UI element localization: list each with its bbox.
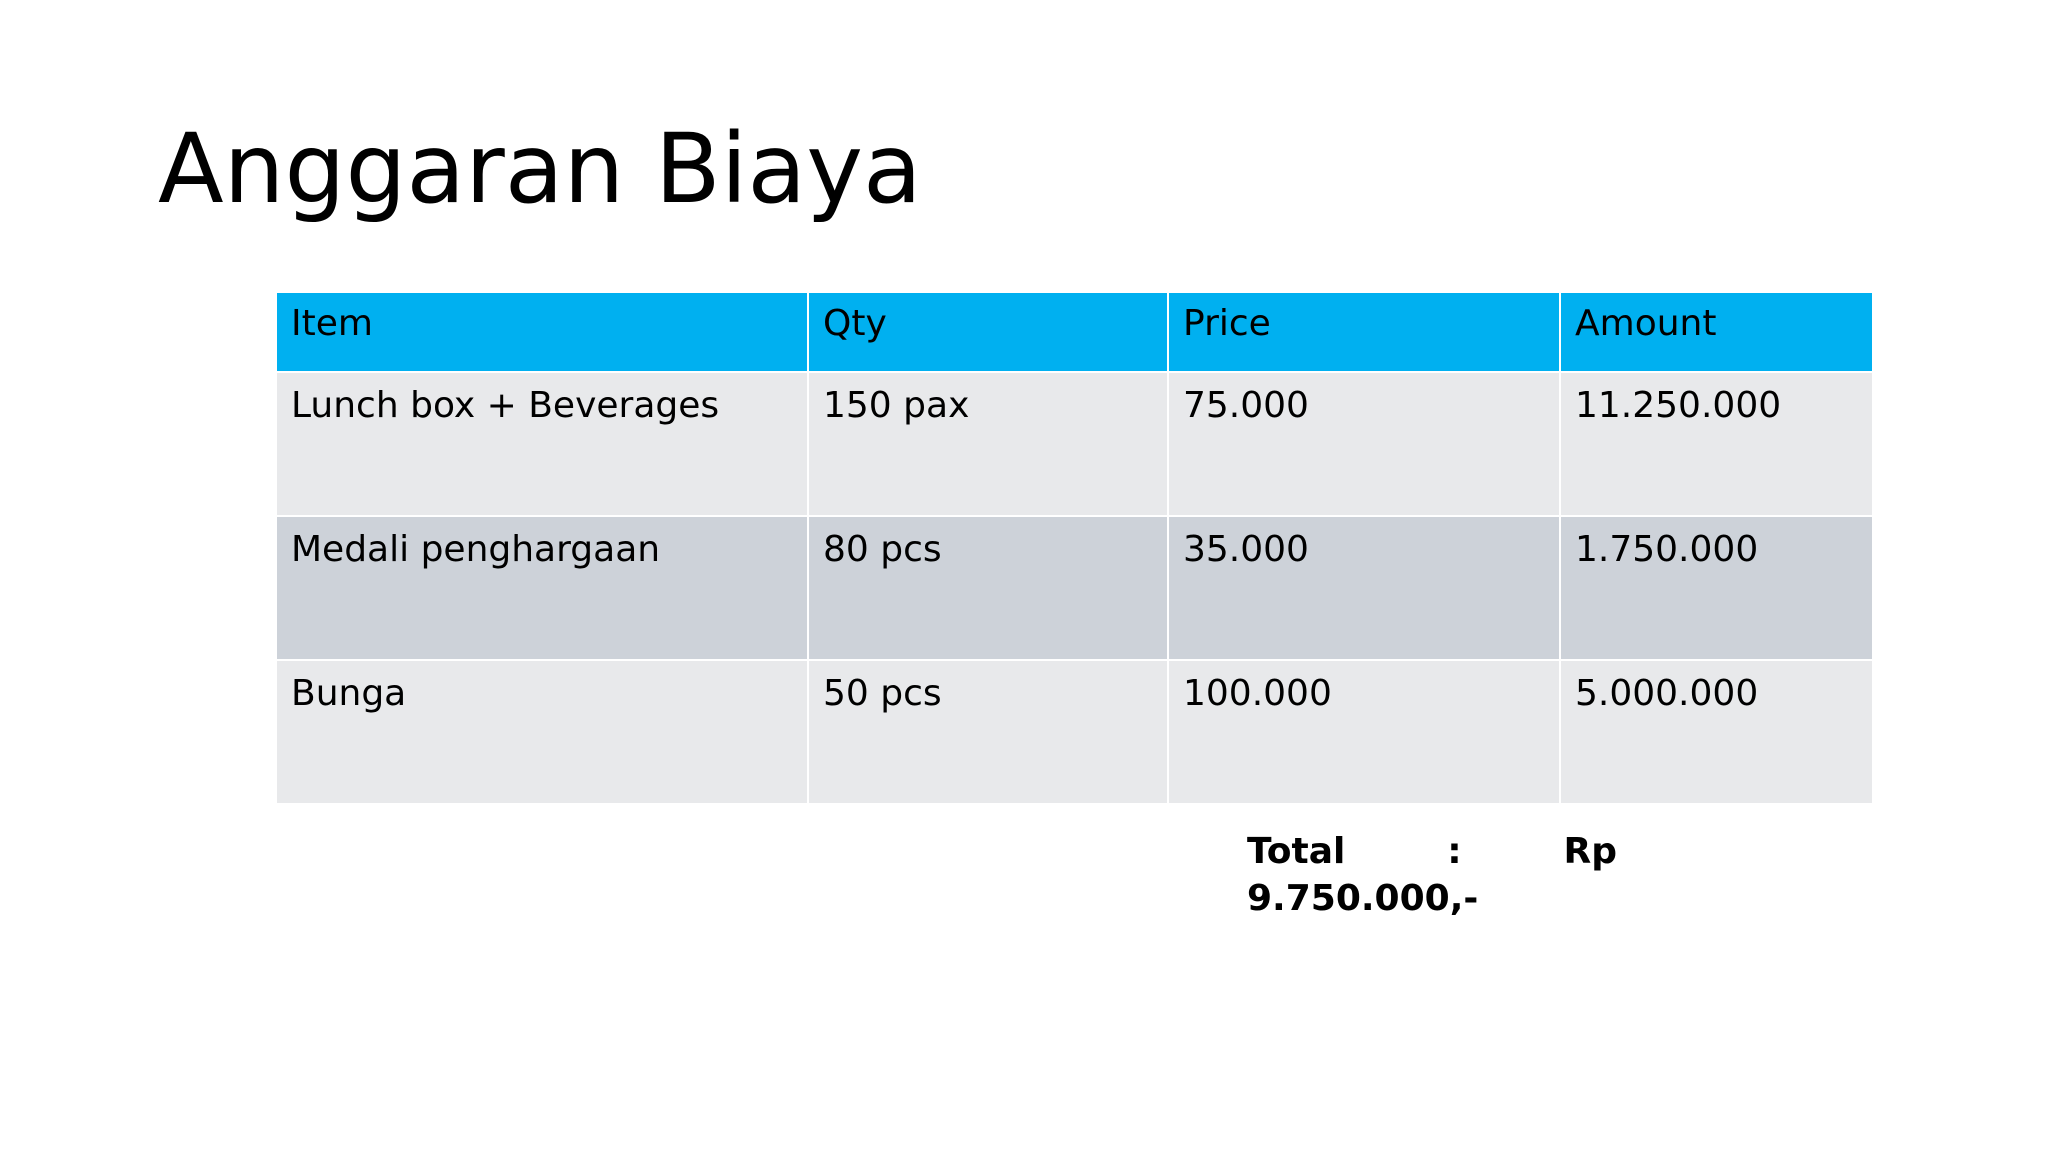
table-cell: 100.000 bbox=[1167, 659, 1561, 805]
table-cell: 1.750.000 bbox=[1559, 515, 1874, 661]
table-row: Bunga 50 pcs 100.000 5.000.000 bbox=[275, 659, 1874, 805]
table-cell: 75.000 bbox=[1167, 371, 1561, 517]
column-header: Price bbox=[1167, 291, 1561, 373]
table-cell: 11.250.000 bbox=[1559, 371, 1874, 517]
table-cell: Lunch box + Beverages bbox=[275, 371, 809, 517]
slide-title: Anggaran Biaya bbox=[158, 113, 922, 225]
table-body: Lunch box + Beverages 150 pax 75.000 11.250… bbox=[275, 371, 1874, 805]
table-row: Lunch box + Beverages 150 pax 75.000 11.250… bbox=[275, 371, 1874, 517]
table-cell: 5.000.000 bbox=[1559, 659, 1874, 805]
table-cell: Bunga bbox=[275, 659, 809, 805]
header-row: Item Qty Price Amount bbox=[275, 291, 1874, 373]
table-cell: 50 pcs bbox=[807, 659, 1169, 805]
table-row: Medali penghargaan 80 pcs 35.000 1.750.000 bbox=[275, 515, 1874, 661]
table-cell: 150 pax bbox=[807, 371, 1169, 517]
table-cell: 35.000 bbox=[1167, 515, 1561, 661]
total: Total : Rp 9.750.000,- bbox=[1247, 831, 1617, 919]
column-header: Item bbox=[275, 291, 809, 373]
column-header: Qty bbox=[807, 291, 1169, 373]
table-cell: Medali penghargaan bbox=[275, 515, 809, 661]
budget-table: Item Qty Price Amount Lunch box + Beverages… bbox=[275, 291, 1874, 805]
table-cell: 80 pcs bbox=[807, 515, 1169, 661]
column-header: Amount bbox=[1559, 291, 1874, 373]
